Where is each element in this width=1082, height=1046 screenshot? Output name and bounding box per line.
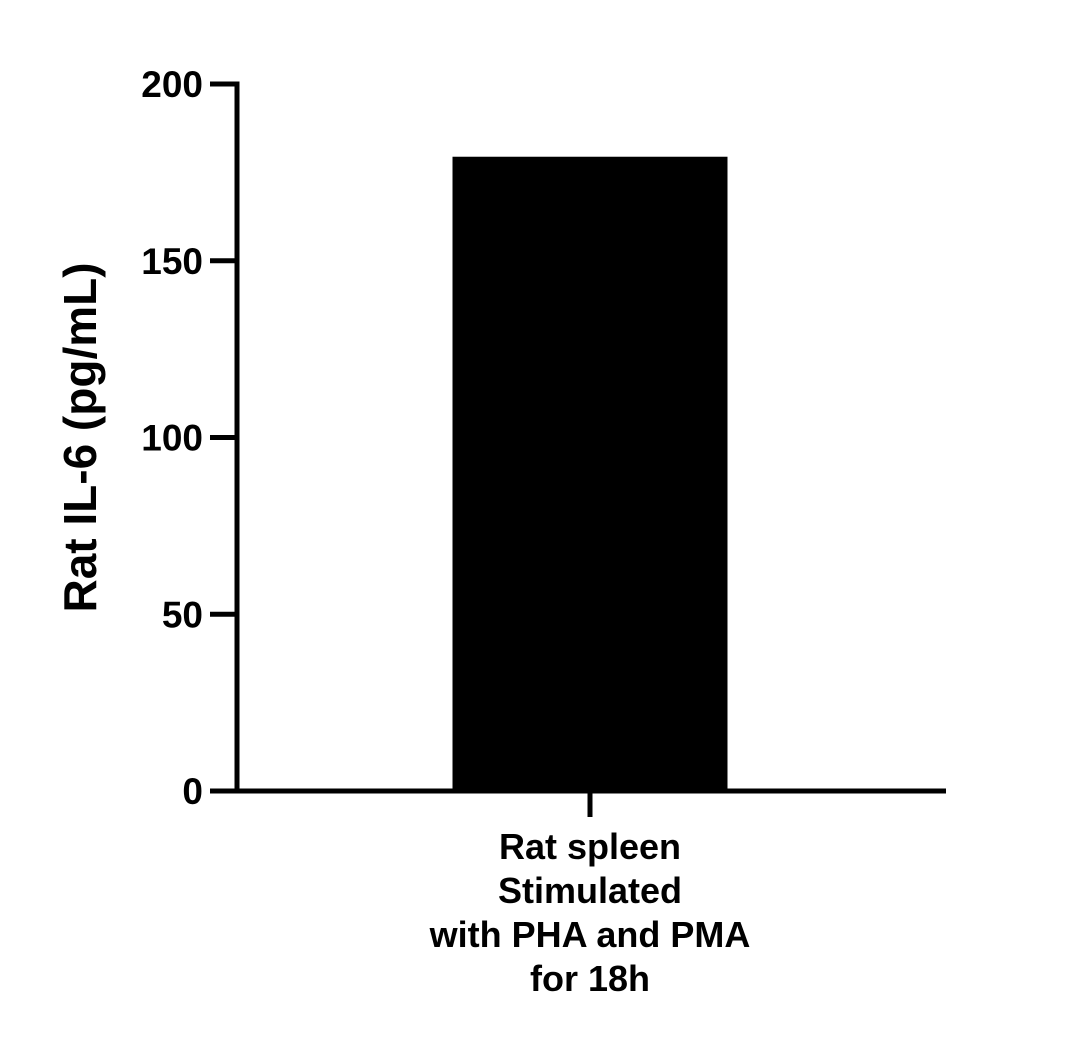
y-tick-label: 200	[141, 64, 203, 105]
x-ticks: Rat spleen Stimulated with PHA and PMA for …	[429, 791, 751, 999]
x-tick-label-line: Rat spleen	[499, 826, 681, 867]
x-tick-label-line: with PHA and PMA	[429, 914, 751, 955]
y-ticks: 0 50 100 150 200	[141, 64, 237, 812]
x-tick-label: Rat spleen Stimulated with PHA and PMA for …	[429, 826, 751, 999]
y-axis: 0 50 100 150 200	[141, 64, 240, 812]
x-tick-label-line: Stimulated	[498, 870, 682, 911]
y-tick-label: 0	[182, 771, 203, 812]
y-tick-label: 150	[141, 241, 203, 282]
y-tick-label: 100	[141, 418, 203, 459]
x-tick-label-line: for 18h	[530, 958, 650, 999]
bars	[452, 156, 728, 793]
y-axis-title: Rat IL-6 (pg/mL)	[54, 262, 106, 612]
x-axis: Rat spleen Stimulated with PHA and PMA for …	[234, 788, 946, 999]
y-tick-label: 50	[162, 594, 203, 635]
bar	[452, 156, 728, 793]
